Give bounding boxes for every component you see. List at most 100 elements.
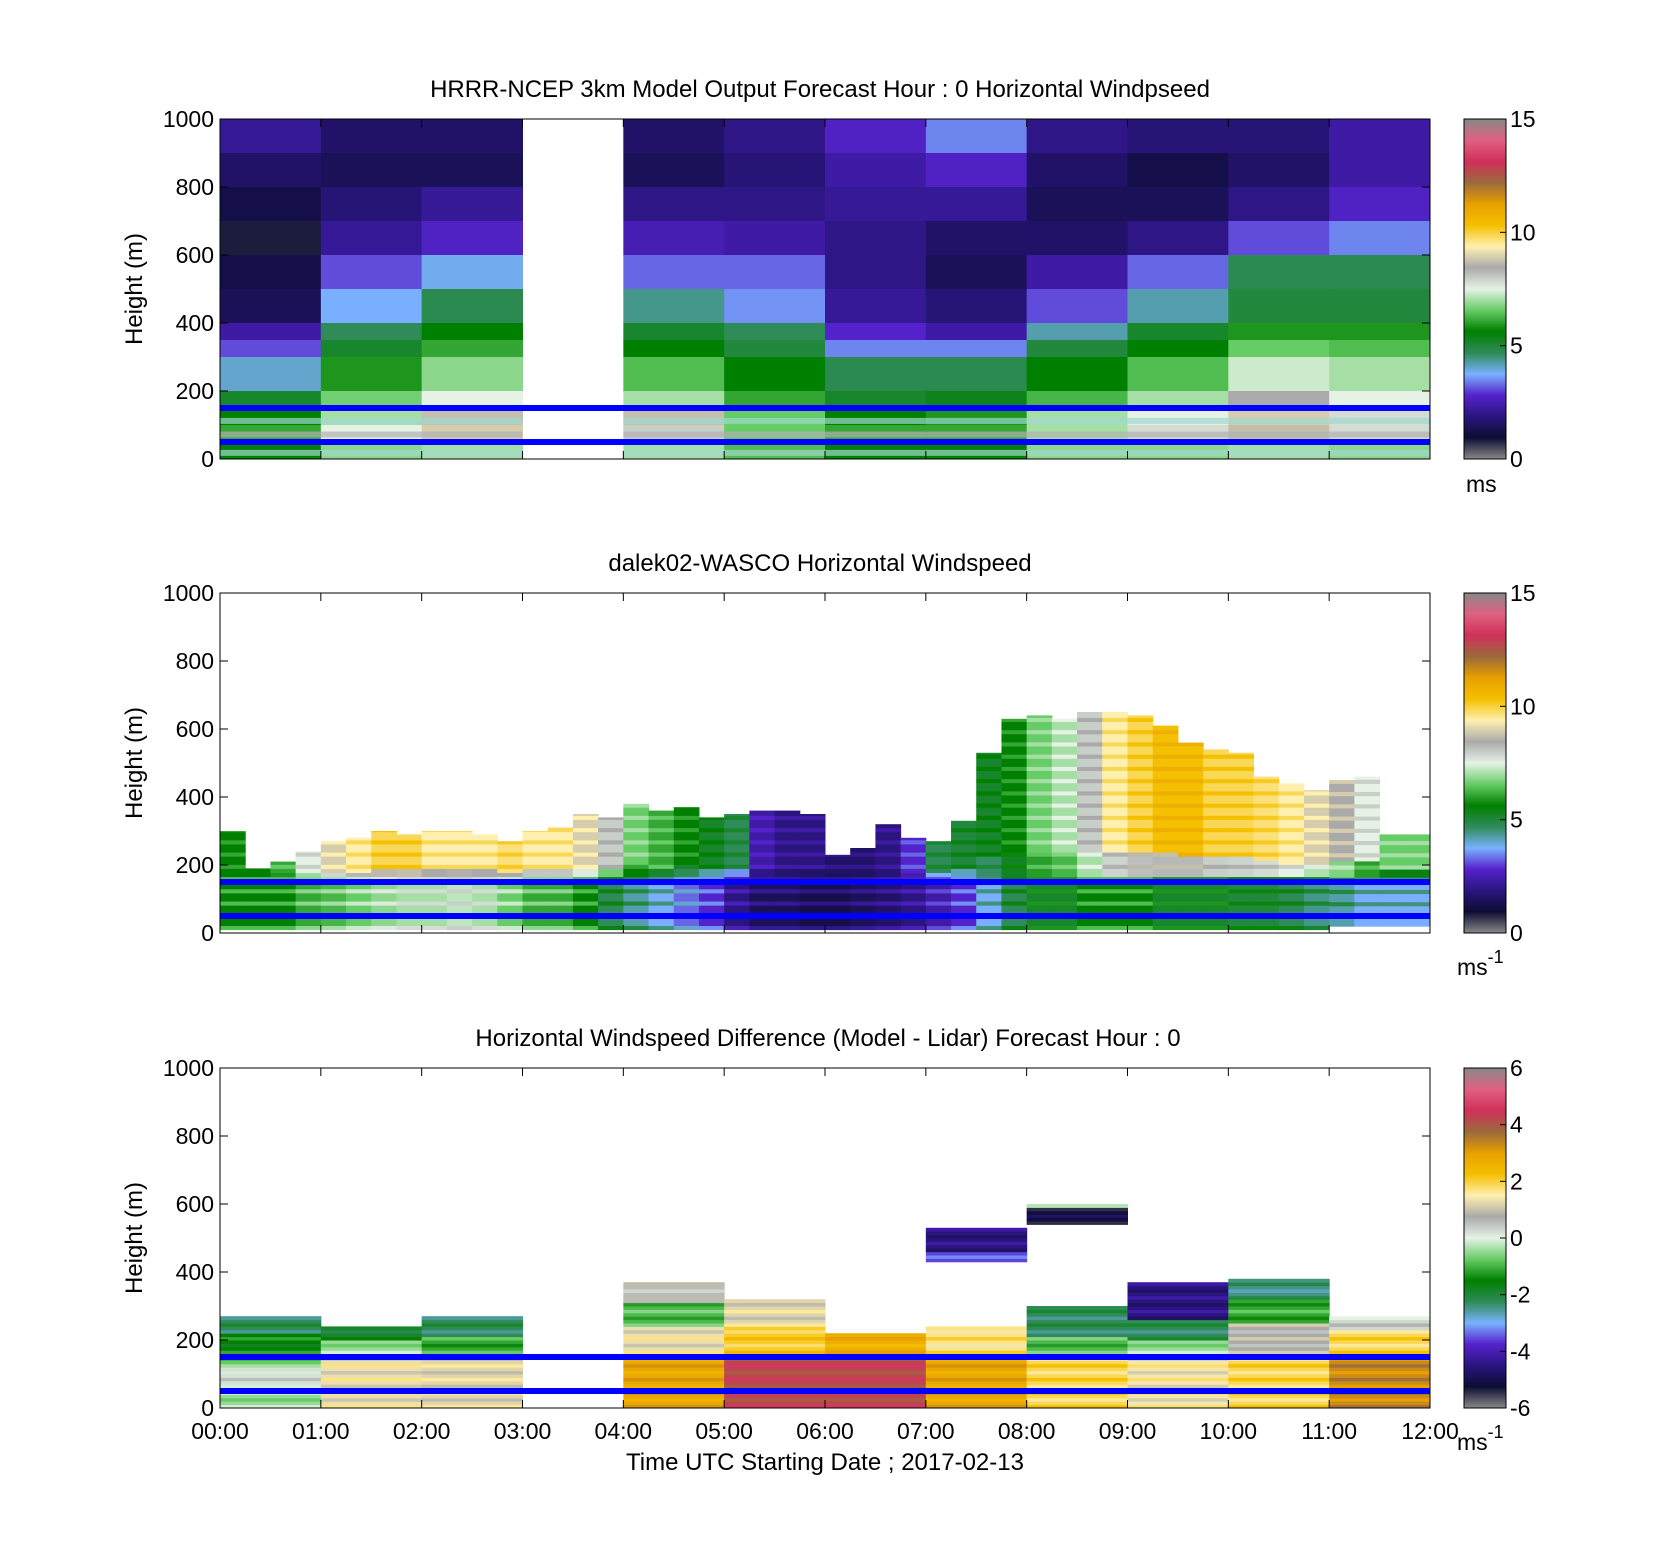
heatmap-cell — [623, 888, 650, 894]
heatmap-cell — [850, 917, 876, 922]
heatmap-cell — [522, 896, 549, 902]
colorbar-tick-label: 5 — [1510, 807, 1523, 833]
heatmap-cell — [1051, 856, 1078, 861]
heatmap-cell — [1203, 782, 1229, 788]
heatmap-cell — [925, 843, 952, 849]
heatmap-cell — [1001, 807, 1028, 812]
heatmap-cell — [1102, 762, 1128, 767]
heatmap-cell — [1127, 811, 1154, 816]
heatmap-cell — [698, 925, 725, 931]
heatmap-cell — [623, 1285, 725, 1290]
heatmap-cell — [1278, 827, 1305, 833]
heatmap-cell — [1253, 864, 1280, 869]
heatmap-cell — [220, 391, 322, 409]
heatmap-cell — [572, 905, 599, 910]
heatmap-cell — [522, 864, 549, 869]
heatmap-cell — [875, 824, 902, 829]
heatmap-cell — [976, 856, 1002, 861]
heatmap-cell — [724, 1397, 826, 1402]
heatmap-cell — [1051, 848, 1078, 853]
heatmap-cell — [1127, 827, 1154, 833]
heatmap-cell — [472, 884, 498, 890]
heatmap-band — [825, 449, 926, 456]
heatmap-cell — [472, 848, 498, 853]
heatmap-cell — [320, 1340, 423, 1344]
heatmap-cell — [371, 876, 397, 882]
heatmap-cell — [1102, 868, 1128, 873]
heatmap-cell — [623, 1302, 725, 1307]
heatmap-cell — [421, 1377, 523, 1382]
heatmap-cell — [1001, 721, 1028, 727]
heatmap-cell — [1152, 921, 1179, 927]
heatmap-cell — [1127, 1346, 1229, 1351]
heatmap-cell — [925, 868, 952, 873]
heatmap-cell — [421, 1370, 523, 1375]
heatmap-cell — [1354, 824, 1381, 829]
heatmap-cell — [396, 892, 423, 898]
heatmap-cell — [1026, 864, 1053, 869]
heatmap-cell — [572, 876, 599, 882]
y-tick-label: 1000 — [163, 580, 214, 606]
heatmap-cell — [875, 884, 902, 890]
heatmap-cell — [925, 221, 1028, 256]
heatmap-cell — [220, 1384, 322, 1389]
heatmap-cell — [724, 1370, 826, 1375]
heatmap-cell — [295, 901, 322, 906]
heatmap-cell — [825, 187, 927, 222]
heatmap-cell — [1228, 925, 1255, 931]
heatmap-cell — [976, 807, 1002, 812]
heatmap-cell — [925, 1380, 1028, 1385]
heatmap-cell — [270, 884, 297, 890]
heatmap-cell — [1152, 778, 1179, 784]
heatmap-cell — [320, 1384, 423, 1389]
heatmap-cell — [825, 896, 851, 902]
heatmap-cell — [320, 909, 347, 914]
heatmap-cell — [1329, 803, 1355, 809]
heatmap-cell — [421, 852, 448, 857]
heatmap-cell — [749, 856, 776, 861]
heatmap-cell — [497, 860, 523, 865]
heatmap-band — [320, 417, 422, 424]
heatmap-cell — [1102, 786, 1128, 792]
heatmap-cell — [1001, 868, 1028, 873]
heatmap-cell — [396, 868, 423, 873]
heatmap-cell — [1379, 852, 1406, 858]
heatmap-cell — [1303, 909, 1330, 914]
heatmap-cell — [220, 896, 246, 902]
heatmap-cell — [1077, 733, 1103, 739]
heatmap-cell — [623, 864, 650, 869]
heatmap-cell — [396, 884, 423, 890]
heatmap-cell — [1303, 803, 1330, 808]
heatmap-cell — [572, 888, 599, 894]
heatmap-cell — [825, 1394, 927, 1399]
heatmap-cell — [1127, 888, 1154, 894]
heatmap-cell — [421, 1343, 523, 1348]
heatmap-cell — [1077, 713, 1103, 718]
heatmap-cell — [749, 827, 776, 833]
heatmap-cell — [825, 1343, 927, 1348]
heatmap-cell — [1051, 901, 1078, 906]
heatmap-cell — [925, 896, 952, 902]
heatmap-cell — [951, 823, 977, 829]
heatmap-cell — [547, 843, 574, 849]
heatmap-cell — [724, 1384, 826, 1389]
heatmap-cell — [1001, 876, 1028, 882]
heatmap-cell — [925, 892, 952, 898]
heatmap-cell — [875, 872, 902, 878]
heatmap-cell — [900, 925, 927, 931]
heatmap-cell — [623, 340, 725, 358]
heatmap-cell — [623, 1343, 725, 1348]
heatmap-cell — [749, 860, 776, 865]
heatmap-cell — [825, 1367, 927, 1372]
heatmap-cell — [749, 892, 776, 898]
heatmap-cell — [724, 1343, 826, 1348]
heatmap-cell — [749, 843, 776, 849]
heatmap-cell — [1001, 758, 1028, 763]
heatmap-cell — [1127, 1299, 1229, 1304]
heatmap-cell — [1051, 794, 1078, 800]
heatmap-cell — [522, 856, 549, 861]
heatmap-cell — [1127, 715, 1154, 718]
heatmap-cell — [1127, 831, 1154, 837]
heatmap-cell — [648, 917, 675, 922]
heatmap-cell — [1177, 742, 1204, 747]
